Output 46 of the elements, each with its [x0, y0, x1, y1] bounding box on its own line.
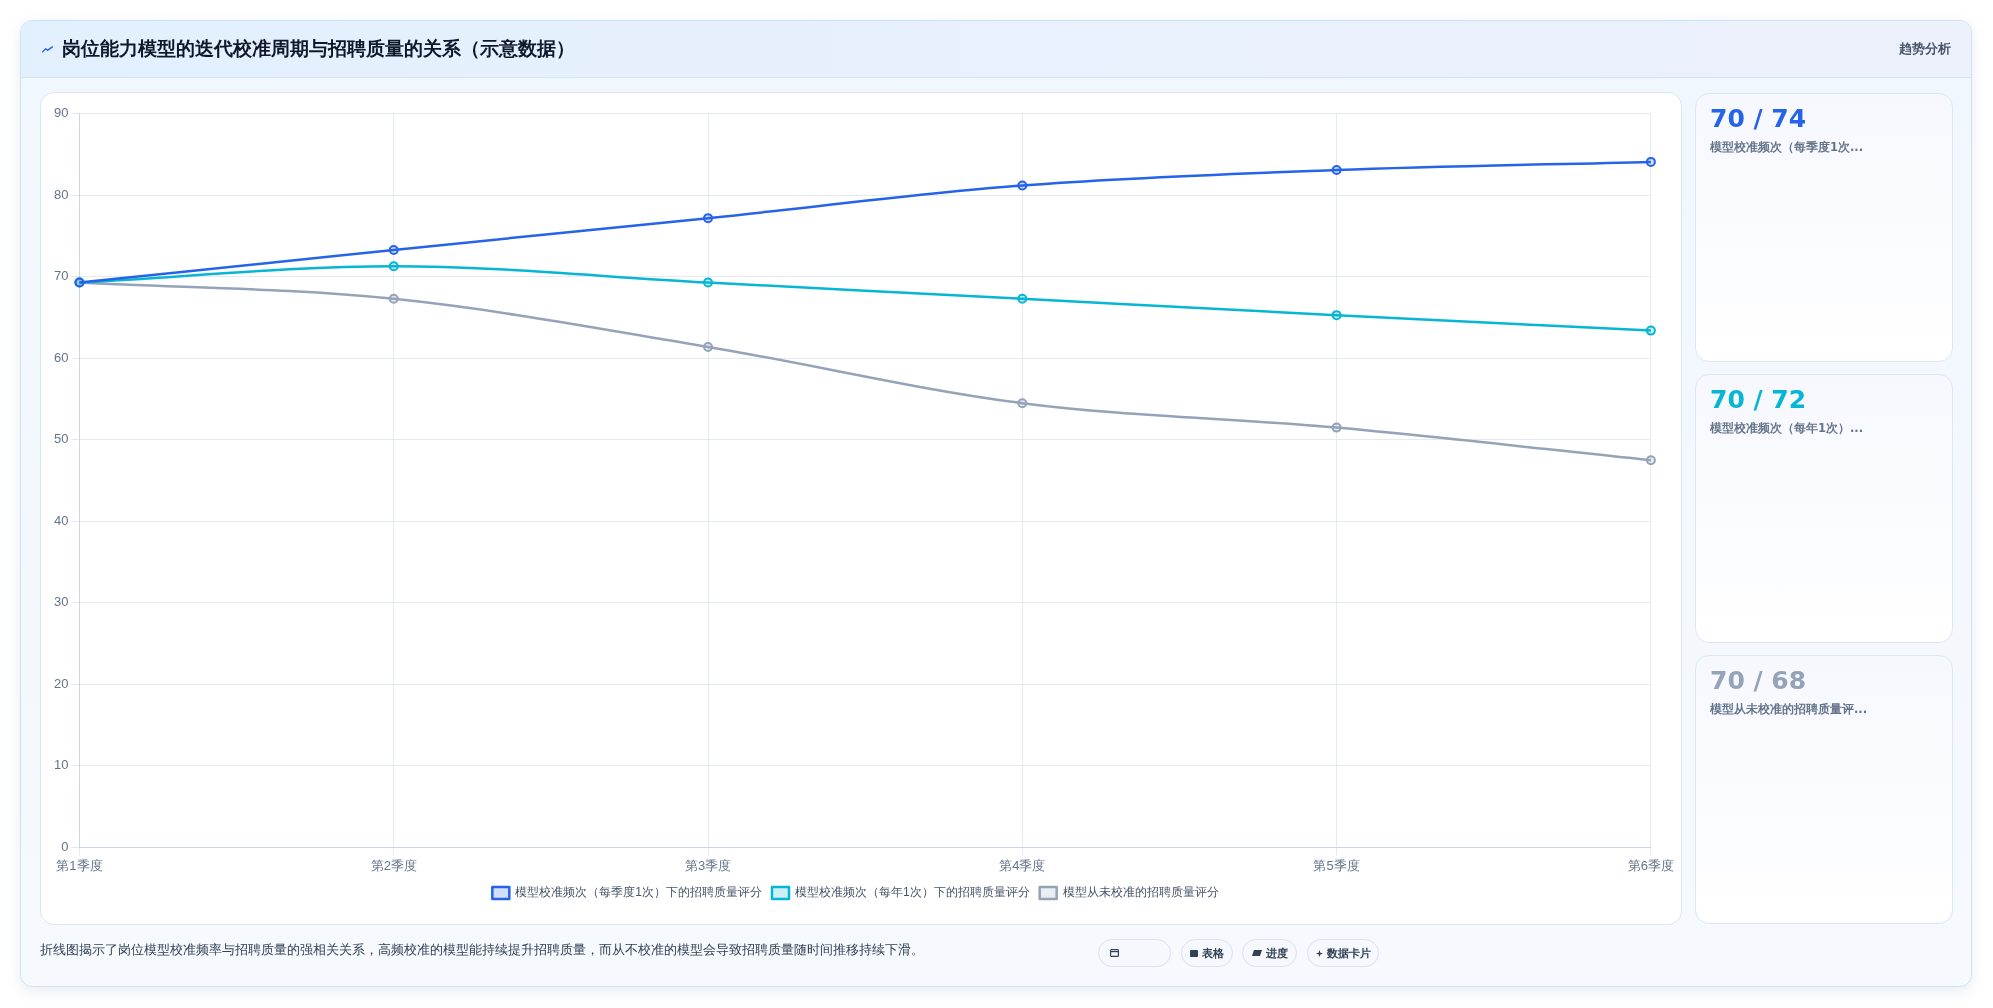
- point: [1645, 325, 1656, 336]
- x-tick-label: 第4季度: [999, 857, 1046, 873]
- text: 折线图揭示了岗位模型校准频率与招聘质量的强相关关系，高频校准的模型能持续提升招聘质量，而从不校准的模型会导致招聘质量随时间推移持续下滑。: [40, 941, 924, 959]
- point: [1331, 165, 1342, 176]
- point: [703, 213, 714, 224]
- tab-button[interactable]: 表格: [1181, 939, 1233, 967]
- text: 模型校准频次（每年1次）...: [1710, 421, 1864, 436]
- legend-label: 模型从未校准的招聘质量评分: [1062, 885, 1219, 900]
- point: [703, 277, 714, 288]
- text: 趋势分析: [1899, 40, 1951, 58]
- text: 70 / 68: [1710, 666, 1807, 695]
- point: [1645, 156, 1656, 167]
- y-tick-label: 40: [53, 512, 69, 528]
- legend-label: 模型校准频次（每年1次）下的招聘质量评分: [795, 885, 1030, 900]
- x-tick-label: 第6季度: [1627, 857, 1674, 873]
- y-tick-label: 0: [61, 838, 69, 854]
- legend-label: 模型校准频次（每季度1次）下的招聘质量评分: [515, 885, 763, 900]
- point: [388, 261, 399, 272]
- y-tick-label: 80: [53, 186, 69, 202]
- point: [703, 341, 714, 352]
- point: [1017, 293, 1028, 304]
- x-tick-label: 第2季度: [370, 857, 417, 873]
- x-tick-label: 第1季度: [56, 857, 103, 873]
- chart-title: 岗位能力模型的迭代校准周期与招聘质量的关系（示意数据）: [62, 36, 575, 61]
- y-tick-label: 50: [53, 431, 69, 447]
- point: [1645, 455, 1656, 466]
- point: [1017, 180, 1028, 191]
- tab-button[interactable]: 数据卡片: [1307, 939, 1379, 967]
- y-tick-label: 20: [53, 675, 69, 691]
- y-tick-label: 10: [53, 757, 69, 773]
- y-tick-label: 70: [53, 268, 69, 284]
- point: [1331, 310, 1342, 321]
- point: [388, 244, 399, 255]
- y-tick-label: 30: [53, 594, 69, 610]
- text: 模型校准频次（每季度1次...: [1710, 140, 1864, 155]
- point: [1017, 398, 1028, 409]
- point: [388, 293, 399, 304]
- x-tick-label: 第5季度: [1313, 857, 1360, 873]
- tab-button[interactable]: [1098, 939, 1171, 967]
- point: [1331, 422, 1342, 433]
- y-tick-label: 90: [53, 105, 69, 121]
- text: 70 / 74: [1710, 104, 1807, 133]
- x-tick-label: 第3季度: [684, 857, 732, 873]
- text: 模型从未校准的招聘质量评...: [1710, 702, 1868, 717]
- y-tick-label: 60: [53, 349, 69, 365]
- text: 70 / 72: [1710, 385, 1807, 414]
